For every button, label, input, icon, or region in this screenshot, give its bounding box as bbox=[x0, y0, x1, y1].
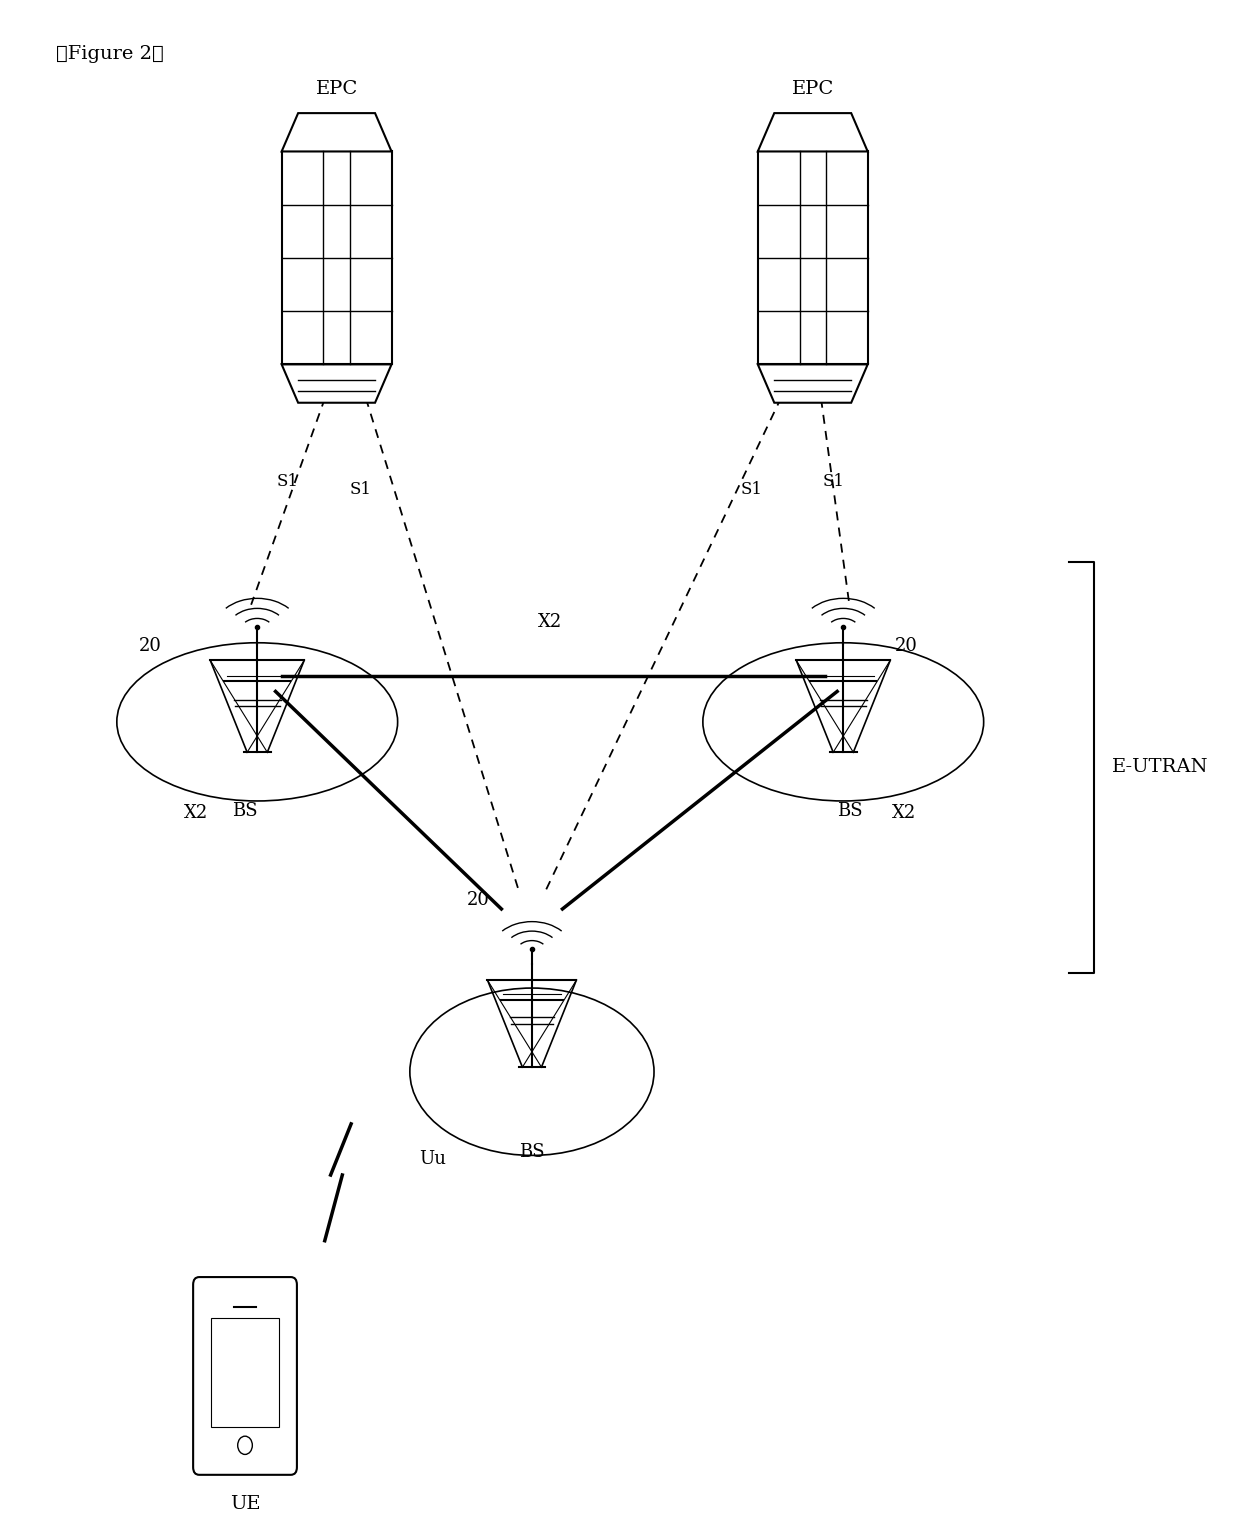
Ellipse shape bbox=[117, 643, 398, 801]
Text: S1: S1 bbox=[277, 473, 299, 490]
Text: BS: BS bbox=[232, 803, 258, 821]
Ellipse shape bbox=[410, 989, 653, 1156]
FancyBboxPatch shape bbox=[193, 1277, 296, 1475]
Text: S1: S1 bbox=[350, 480, 372, 497]
Text: 20: 20 bbox=[466, 890, 490, 909]
Text: EPC: EPC bbox=[791, 80, 833, 98]
Text: S1: S1 bbox=[822, 473, 844, 490]
Polygon shape bbox=[281, 364, 392, 402]
Text: S1: S1 bbox=[740, 480, 763, 497]
FancyBboxPatch shape bbox=[211, 1317, 279, 1428]
Text: BS: BS bbox=[837, 803, 862, 821]
Text: Uu: Uu bbox=[419, 1150, 446, 1168]
Text: UE: UE bbox=[229, 1495, 260, 1512]
Text: X2: X2 bbox=[892, 804, 916, 823]
Polygon shape bbox=[758, 364, 868, 402]
Text: 20: 20 bbox=[139, 637, 162, 655]
Text: BS: BS bbox=[520, 1144, 544, 1160]
Ellipse shape bbox=[703, 643, 983, 801]
Text: 20: 20 bbox=[894, 637, 918, 655]
Polygon shape bbox=[758, 114, 868, 152]
Text: X2: X2 bbox=[185, 804, 208, 823]
Polygon shape bbox=[281, 114, 392, 152]
FancyBboxPatch shape bbox=[758, 152, 868, 364]
Text: 』Figure 2』: 』Figure 2』 bbox=[56, 45, 164, 63]
Text: EPC: EPC bbox=[315, 80, 357, 98]
Text: X2: X2 bbox=[538, 612, 563, 631]
Text: E-UTRAN: E-UTRAN bbox=[1112, 758, 1208, 777]
FancyBboxPatch shape bbox=[281, 152, 392, 364]
